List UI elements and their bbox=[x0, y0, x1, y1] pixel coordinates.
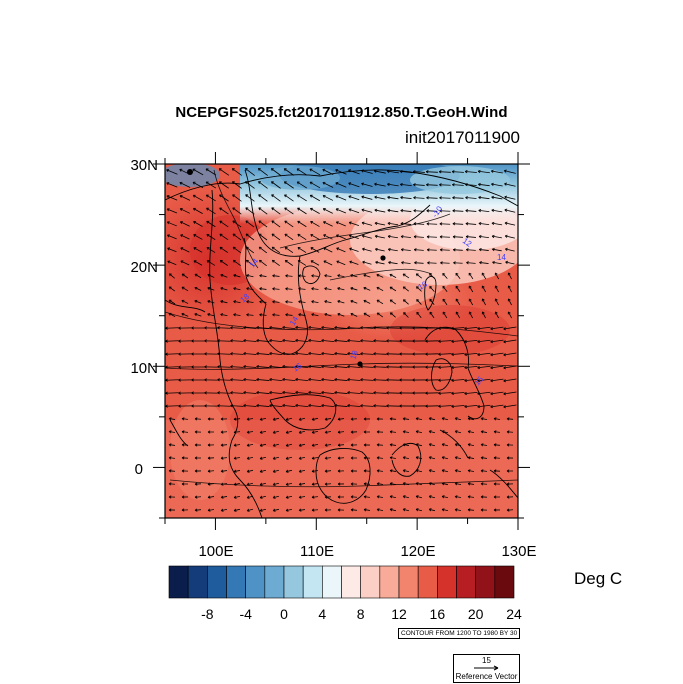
contour-label: 18 bbox=[348, 349, 360, 361]
colorbar-swatch bbox=[475, 565, 496, 599]
lat-label-20n: 20N bbox=[130, 259, 158, 276]
colorbar-tick-labels: -8 -4 0 4 8 12 16 20 24 bbox=[201, 606, 522, 622]
contour-label: 14 bbox=[497, 253, 506, 262]
colorbar-tick-label: 12 bbox=[391, 606, 407, 622]
plot-subtitle: init2017011900 bbox=[404, 128, 520, 147]
colorbar-swatch bbox=[283, 565, 304, 599]
colorbar-tick-label: 4 bbox=[318, 606, 326, 622]
colorbar bbox=[168, 565, 515, 599]
colorbar-tick-label: 16 bbox=[430, 606, 446, 622]
colorbar-tick-label: 24 bbox=[506, 606, 522, 622]
reference-vector-box: 15 Reference Vector bbox=[453, 654, 520, 683]
colorbar-tick-label: -8 bbox=[201, 606, 214, 622]
contour-info: CONTOUR FROM 1200 TO 1980 BY 30 bbox=[398, 628, 521, 639]
colorbar-swatch bbox=[379, 565, 400, 599]
reference-arrow-icon bbox=[474, 665, 499, 671]
colorbar-swatch bbox=[187, 565, 208, 599]
colorbar-swatch bbox=[341, 565, 361, 599]
coastlines bbox=[165, 169, 518, 518]
colorbar-swatch bbox=[417, 565, 438, 599]
wind-vectors bbox=[165, 168, 517, 512]
colorbar-swatch bbox=[264, 565, 285, 599]
map-frame bbox=[164, 163, 519, 519]
reference-vector-label: Reference Vector bbox=[455, 672, 518, 681]
colorbar-swatch bbox=[398, 565, 419, 599]
colorbar-swatch bbox=[456, 565, 476, 599]
colorbar-tick-label: 0 bbox=[280, 606, 288, 622]
lon-label-110e: 110E bbox=[300, 543, 334, 560]
colorbar-tick-label: 8 bbox=[357, 606, 365, 622]
lon-label-120e: 120E bbox=[400, 543, 435, 560]
reference-vector-value: 15 bbox=[482, 656, 491, 665]
map-axes bbox=[153, 152, 530, 530]
colorbar-swatch bbox=[360, 565, 381, 599]
lon-label-100e: 100E bbox=[198, 543, 233, 560]
lat-labels: 30N 20N 10N 0 bbox=[130, 157, 158, 478]
lat-label-10n: 10N bbox=[130, 360, 158, 377]
colorbar-tick-label: -4 bbox=[239, 606, 252, 622]
colorbar-swatch bbox=[437, 565, 457, 599]
colorbar-swatch bbox=[226, 565, 246, 599]
lon-label-130e: 130E bbox=[501, 543, 536, 560]
colorbar-swatch bbox=[207, 565, 227, 599]
lon-labels: 100E 110E 120E 130E bbox=[198, 543, 536, 560]
pressure-center-dots bbox=[187, 169, 386, 367]
colorbar-swatch bbox=[494, 565, 515, 599]
geopotential-contours bbox=[165, 169, 518, 488]
colorbar-swatch bbox=[322, 565, 342, 599]
colorbar-swatch bbox=[245, 565, 266, 599]
lat-label-30n: 30N bbox=[130, 157, 158, 174]
colorbar-swatch bbox=[168, 565, 189, 599]
plot-title: NCEPGFS025.fct2017011912.850.T.GeoH.Wind bbox=[175, 104, 508, 121]
colorbar-units: Deg C bbox=[574, 569, 623, 588]
colorbar-swatch bbox=[302, 565, 323, 599]
colorbar-tick-label: 20 bbox=[468, 606, 484, 622]
lat-label-0: 0 bbox=[135, 461, 143, 478]
temperature-field: -10 12 14 14 16 18 14 18 16 15 bbox=[165, 164, 518, 518]
